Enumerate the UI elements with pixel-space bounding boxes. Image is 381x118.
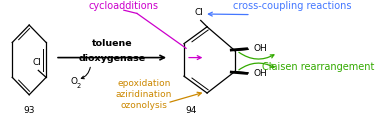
- Text: 94: 94: [186, 106, 197, 115]
- Text: cycloadditions: cycloadditions: [89, 1, 159, 11]
- Text: dioxygenase: dioxygenase: [78, 54, 146, 63]
- Text: Cl: Cl: [194, 8, 203, 17]
- FancyArrowPatch shape: [239, 63, 274, 70]
- Text: Cl: Cl: [32, 58, 41, 67]
- Text: epoxidation: epoxidation: [117, 79, 171, 88]
- FancyArrowPatch shape: [81, 67, 90, 79]
- Text: O: O: [70, 78, 77, 86]
- Text: toluene: toluene: [92, 39, 132, 48]
- Text: OH: OH: [254, 69, 267, 78]
- Text: 2: 2: [76, 83, 80, 89]
- Text: aziridination: aziridination: [116, 90, 172, 99]
- FancyArrowPatch shape: [239, 52, 274, 59]
- Text: cross-coupling reactions: cross-coupling reactions: [232, 1, 351, 11]
- Text: Claisen rearrangement: Claisen rearrangement: [262, 62, 375, 72]
- Text: ozonolysis: ozonolysis: [121, 101, 168, 110]
- Text: 93: 93: [23, 106, 35, 115]
- Text: OH: OH: [254, 44, 267, 53]
